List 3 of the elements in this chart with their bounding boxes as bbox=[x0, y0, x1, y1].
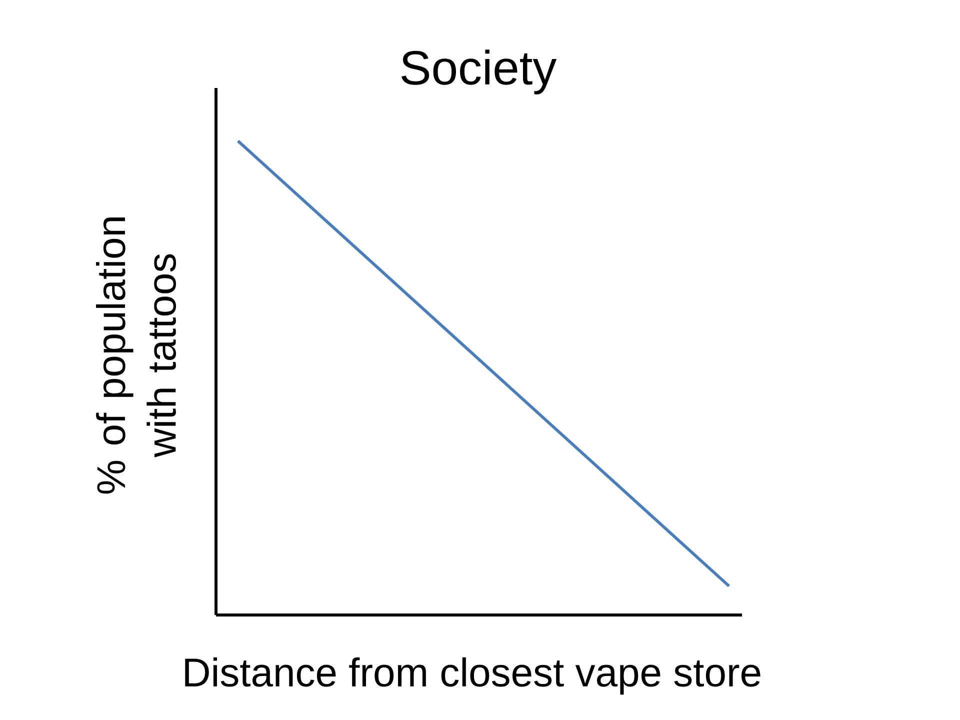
x-axis-title: Distance from closest vape store bbox=[185, 657, 760, 695]
y-axis-title: % of population with tattoos bbox=[96, 218, 176, 494]
chart-title: Society bbox=[401, 50, 557, 94]
